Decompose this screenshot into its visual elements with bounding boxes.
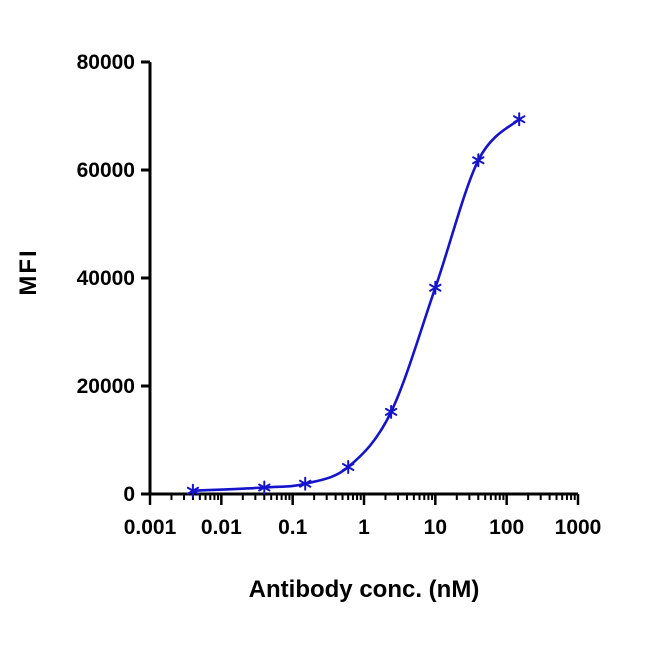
asterisk-marker [384, 407, 398, 416]
x-tick-label: 0.01 [201, 516, 242, 539]
asterisk-marker [299, 479, 312, 488]
y-tick-label: 60000 [77, 159, 135, 182]
plot-area: 0 20000 40000 60000 80000 0.001 0.01 0.1 1 10 100 1… [77, 51, 602, 539]
asterisk-marker [429, 283, 442, 292]
x-tick-label: 10 [424, 516, 447, 539]
y-axis-title: MFI [15, 248, 42, 295]
y-tick-label: 80000 [77, 51, 135, 74]
x-tick-label: 0.1 [278, 516, 308, 539]
y-tick-label: 40000 [77, 267, 135, 290]
x-tick-label: 1000 [555, 516, 602, 539]
x-tick-label: 0.001 [124, 516, 177, 539]
x-tick-label: 100 [489, 516, 524, 539]
asterisk-marker [258, 483, 271, 492]
fit-curve [191, 117, 521, 493]
asterisk-marker [342, 463, 355, 471]
x-tick-label: 1 [358, 516, 370, 539]
asterisk-marker [186, 486, 200, 495]
x-axis-title: Antibody conc. (nM) [249, 576, 480, 603]
y-tick-label: 20000 [77, 375, 135, 398]
y-tick-label: 0 [123, 483, 135, 506]
asterisk-marker [513, 115, 526, 124]
asterisk-marker [472, 156, 485, 165]
